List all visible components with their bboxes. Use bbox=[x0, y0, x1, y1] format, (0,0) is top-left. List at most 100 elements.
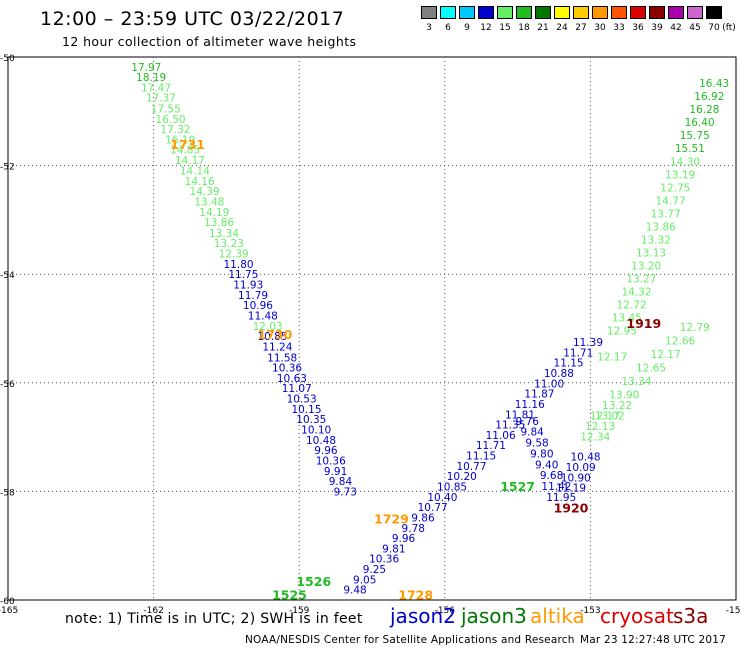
swh-reading: 10.15 bbox=[291, 404, 321, 416]
swh-reading: 13.02 bbox=[595, 410, 625, 422]
swh-reading: 12.17 bbox=[651, 349, 681, 361]
swh-reading: 9.40 bbox=[535, 459, 558, 471]
pass-time-label: 1920 bbox=[554, 501, 589, 516]
color-swatch-30 bbox=[592, 6, 608, 19]
x-tick-label: -162 bbox=[143, 606, 163, 616]
swh-reading: 10.88 bbox=[544, 368, 574, 380]
swh-reading: 12.66 bbox=[665, 335, 695, 347]
swh-reading: 9.96 bbox=[392, 533, 416, 545]
chart-subtitle: 12 hour collection of altimeter wave hei… bbox=[62, 34, 357, 49]
swh-reading: 12.34 bbox=[580, 432, 610, 444]
color-swatch-45 bbox=[687, 6, 703, 19]
swh-reading: 11.87 bbox=[524, 389, 554, 401]
swh-reading: 9.84 bbox=[520, 427, 544, 439]
swh-reading: 10.35 bbox=[296, 414, 326, 426]
swh-reading: 13.86 bbox=[646, 221, 676, 233]
swh-reading: 13.77 bbox=[651, 208, 681, 220]
swh-reading: 13.27 bbox=[626, 274, 656, 286]
swh-reading: 9.80 bbox=[530, 448, 553, 460]
swh-reading: 11.95 bbox=[546, 492, 576, 504]
pass-time-label: 1526 bbox=[296, 574, 331, 589]
swh-reading: 9.91 bbox=[324, 466, 347, 478]
pass-time-label: 1919 bbox=[626, 316, 661, 331]
swh-reading: 12.75 bbox=[660, 182, 690, 194]
swh-reading: 10.53 bbox=[287, 394, 317, 406]
color-swatch-12 bbox=[478, 6, 494, 19]
swh-reading: 16.40 bbox=[685, 117, 715, 129]
swh-reading: 10.36 bbox=[369, 554, 399, 566]
swh-reading: 9.81 bbox=[382, 543, 405, 555]
swh-reading: 11.06 bbox=[486, 430, 516, 442]
swh-reading: 11.71 bbox=[476, 440, 506, 452]
swh-reading: 14.32 bbox=[621, 287, 651, 299]
swh-reading: 13.34 bbox=[209, 228, 239, 240]
color-scale-label: 15 bbox=[499, 23, 511, 33]
y-tick-label: -58 bbox=[0, 488, 15, 498]
swh-reading: 10.96 bbox=[243, 300, 273, 312]
swh-reading: 15.75 bbox=[680, 130, 710, 142]
swh-reading: 11.81 bbox=[505, 409, 535, 421]
color-swatch-70 bbox=[706, 6, 722, 19]
swh-reading: 14.30 bbox=[670, 156, 700, 168]
swh-reading: 12.13 bbox=[585, 421, 615, 433]
swh-reading: 9.78 bbox=[402, 523, 425, 535]
swh-reading: 14.16 bbox=[185, 176, 215, 188]
color-swatch-33 bbox=[611, 6, 627, 19]
swh-reading: 10.90 bbox=[561, 472, 591, 484]
swh-reading: 13.23 bbox=[214, 238, 244, 250]
pass-time-label: 1729 bbox=[374, 512, 409, 527]
chart-title: 12:00 – 23:59 UTC 03/22/2017 bbox=[40, 8, 345, 30]
y-tick-label: -56 bbox=[0, 380, 15, 390]
swh-reading: 17.55 bbox=[151, 104, 181, 116]
swh-reading: 12.79 bbox=[680, 322, 710, 334]
color-scale-label: 39 bbox=[651, 23, 663, 33]
swh-reading: 11.39 bbox=[573, 337, 603, 349]
pass-time-label: 1731 bbox=[170, 137, 205, 152]
color-scale-label: 33 bbox=[613, 23, 625, 33]
color-swatch-36 bbox=[630, 6, 646, 19]
color-scale-label: 30 bbox=[594, 23, 606, 33]
swh-reading: 14.85 bbox=[170, 144, 200, 156]
swh-reading: 18.19 bbox=[136, 72, 166, 84]
swh-reading: 14.39 bbox=[190, 186, 220, 198]
swh-reading: 10.40 bbox=[427, 492, 457, 504]
swh-reading: 11.42 bbox=[541, 481, 571, 493]
color-scale-label: 27 bbox=[575, 23, 587, 33]
swh-reading: 9.84 bbox=[329, 476, 353, 488]
swh-reading: 14.77 bbox=[655, 195, 685, 207]
swh-reading: 11.79 bbox=[238, 290, 268, 302]
swh-reading: 16.43 bbox=[699, 78, 729, 90]
x-tick-label: -165 bbox=[0, 606, 18, 616]
satellite-s3a: s3a bbox=[673, 604, 709, 628]
color-scale-label: 3 bbox=[426, 23, 432, 33]
swh-reading: 13.32 bbox=[641, 234, 671, 246]
swh-reading: 11.07 bbox=[282, 383, 312, 395]
color-swatch-3 bbox=[421, 6, 437, 19]
y-tick-label: -54 bbox=[0, 271, 15, 281]
x-tick-label: -150 bbox=[726, 606, 740, 616]
swh-reading: 12.95 bbox=[607, 326, 637, 338]
swh-reading: 16.50 bbox=[156, 114, 186, 126]
swh-reading: 13.34 bbox=[621, 376, 651, 388]
swh-reading: 14.17 bbox=[175, 155, 205, 167]
color-scale-label: 24 bbox=[556, 23, 568, 33]
swh-reading: 13.13 bbox=[636, 247, 666, 259]
swh-reading: 17.37 bbox=[146, 93, 176, 105]
pass-time-label: 1527 bbox=[500, 479, 535, 494]
swh-reading: 10.63 bbox=[277, 373, 307, 385]
swh-reading: 9.86 bbox=[411, 512, 435, 524]
color-scale-label: 36 bbox=[632, 23, 644, 33]
swh-reading: 12.03 bbox=[253, 321, 283, 333]
x-tick-label: -159 bbox=[289, 606, 310, 616]
swh-reading: 16.92 bbox=[694, 91, 724, 103]
color-swatch-18 bbox=[516, 6, 532, 19]
swh-reading: 9.68 bbox=[540, 470, 563, 482]
swh-reading: 10.36 bbox=[272, 363, 302, 375]
swh-reading: 15.51 bbox=[675, 143, 705, 155]
units-note: note: 1) Time is in UTC; 2) SWH is in fe… bbox=[65, 611, 363, 627]
swh-reading: 10.36 bbox=[316, 455, 346, 467]
swh-reading: 16.19 bbox=[165, 135, 195, 147]
swh-reading: 10.85 bbox=[257, 331, 287, 343]
swh-reading: 11.58 bbox=[267, 352, 297, 364]
